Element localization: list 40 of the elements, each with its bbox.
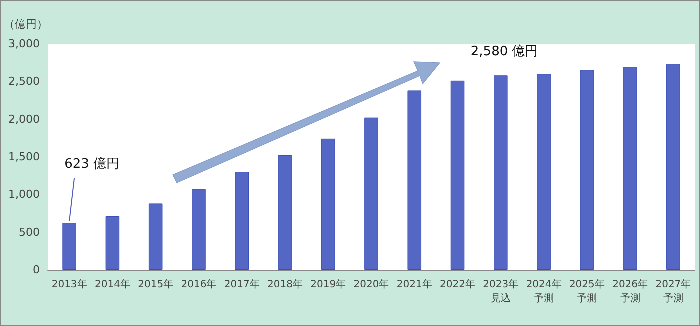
bar	[321, 138, 336, 270]
bar	[408, 90, 422, 270]
y-tick-label: 1,000	[8, 188, 40, 202]
y-axis-title: （億円）	[4, 18, 48, 31]
y-tick-label: 2,500	[8, 75, 40, 88]
x-tick-label: 2018年	[268, 278, 303, 290]
bar	[666, 64, 680, 270]
x-tick-label: 2023年見込	[483, 278, 519, 304]
x-tick-label: 2022年	[440, 278, 476, 290]
bar	[192, 189, 206, 270]
annotation: 623 億円	[64, 157, 120, 172]
bar	[580, 70, 594, 270]
y-tick-label: 3,000	[8, 38, 40, 50]
bar	[364, 118, 378, 270]
bar	[537, 74, 551, 270]
bar	[494, 76, 508, 270]
x-tick-label: 2015年	[138, 278, 174, 290]
x-tick-label: 2024年予測	[526, 278, 562, 304]
x-tick-label: 2020年	[354, 278, 390, 290]
bar	[62, 223, 76, 270]
x-tick-label: 2021年	[396, 278, 432, 290]
x-tick-label: 2025年予測	[569, 278, 605, 304]
x-tick-label: 2014年	[94, 278, 130, 290]
x-tick-label: 2019年	[310, 278, 346, 290]
bar	[623, 67, 638, 270]
bar	[235, 172, 249, 270]
y-tick-label: 2,000	[8, 112, 40, 126]
y-tick-label: 1,500	[8, 150, 40, 164]
annotation: 2,580 億円	[470, 44, 538, 60]
x-tick-label: 2016年	[181, 278, 217, 290]
bar	[106, 216, 120, 270]
y-tick-label: 500	[19, 226, 40, 239]
y-tick-label: 0	[33, 264, 40, 276]
bar	[278, 155, 292, 270]
x-tick-label: 2026年予測	[612, 278, 648, 304]
x-tick-label: 2027年予測	[656, 278, 692, 304]
x-tick-label: 2013年	[52, 278, 88, 290]
x-tick-label: 2017年	[224, 278, 260, 290]
bar	[148, 204, 163, 270]
bar	[450, 80, 465, 270]
